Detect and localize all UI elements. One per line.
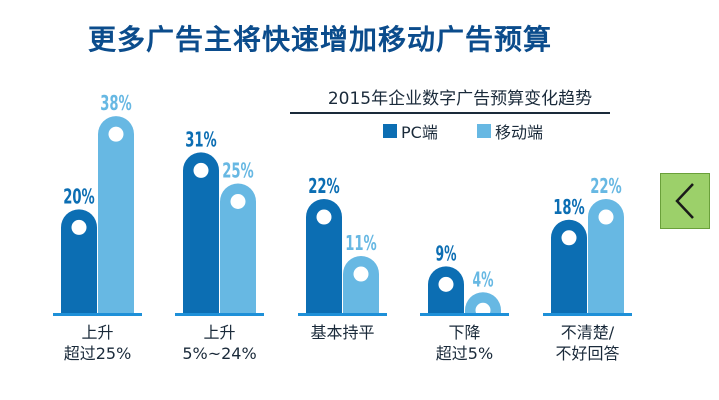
back-button[interactable] — [660, 173, 710, 229]
data-label-pc-0: 20% — [63, 184, 95, 208]
baseline-1 — [175, 313, 264, 316]
category-label-4-0: 不清楚/ — [561, 323, 615, 342]
bar-dot-mobile-0 — [108, 126, 124, 142]
category-label-2-0: 基本持平 — [310, 323, 374, 342]
bar-pc-1 — [183, 152, 219, 313]
data-label-pc-4: 18% — [553, 195, 585, 219]
bar-pc-2 — [306, 199, 342, 313]
bar-mobile-0 — [98, 116, 134, 313]
bar-dot-pc-0 — [71, 219, 87, 235]
bar-dot-pc-1 — [193, 162, 209, 178]
legend-item-mobile: 移动端 — [477, 121, 544, 142]
chevron-left-icon — [675, 183, 694, 219]
legend-swatch-mobile — [477, 124, 491, 138]
data-label-mobile-4: 22% — [590, 174, 622, 198]
bar-mobile-3 — [465, 292, 501, 313]
data-label-pc-3: 9% — [436, 241, 457, 265]
bar-dot-pc-2 — [316, 209, 332, 225]
baseline-3 — [420, 313, 509, 316]
category-label-0-0: 上升 — [81, 323, 113, 342]
baseline-4 — [543, 313, 632, 316]
legend-label-pc: PC端 — [401, 123, 438, 142]
bar-dot-mobile-1 — [230, 194, 246, 209]
data-label-pc-1: 31% — [185, 127, 217, 151]
bar-dot-pc-4 — [561, 230, 577, 246]
data-label-mobile-1: 25% — [222, 159, 254, 183]
legend-item-pc: PC端 — [383, 121, 438, 142]
legend-label-mobile: 移动端 — [495, 123, 544, 142]
chart-title-underline — [290, 112, 610, 114]
bar-pc-4 — [551, 219, 587, 313]
category-label-3-0: 下降 — [448, 323, 480, 342]
data-label-mobile-0: 38% — [100, 91, 132, 115]
chart-title: 2015年企业数字广告预算变化趋势 — [327, 89, 593, 109]
category-label-1-0: 上升 — [203, 323, 235, 342]
category-label-4-1: 不好回答 — [555, 344, 619, 363]
bar-dot-mobile-2 — [353, 266, 369, 282]
category-label-0-1: 超过25% — [64, 344, 132, 363]
bar-mobile-2 — [343, 256, 379, 313]
category-label-1-1: 5%~24% — [182, 344, 256, 363]
bar-pc-0 — [61, 209, 97, 313]
category-label-3-1: 超过5% — [436, 344, 493, 363]
bar-dot-pc-3 — [438, 276, 454, 292]
bar-mobile-4 — [588, 199, 624, 313]
bar-mobile-1 — [220, 183, 256, 313]
baseline-2 — [298, 313, 387, 316]
bar-dot-mobile-4 — [598, 209, 614, 225]
data-label-mobile-3: 4% — [473, 267, 494, 291]
data-label-mobile-2: 11% — [345, 231, 377, 255]
page-title: 更多广告主将快速增加移动广告预算 — [87, 23, 552, 56]
baseline-0 — [53, 313, 142, 316]
legend-swatch-pc — [383, 124, 397, 138]
data-label-pc-2: 22% — [308, 174, 340, 198]
